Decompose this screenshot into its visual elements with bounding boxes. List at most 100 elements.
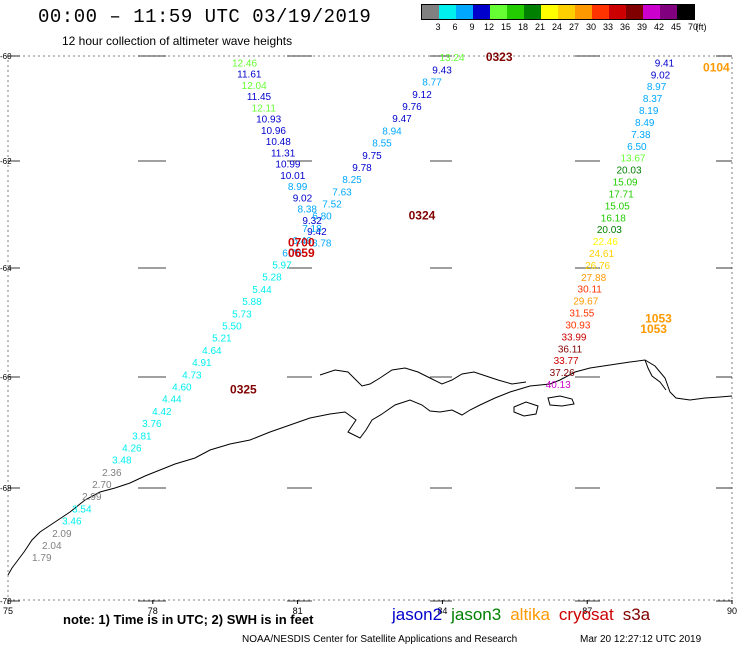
altimeter-observations: 12.4611.6112.0411.4512.1110.9310.9610.48…: [32, 53, 675, 564]
wave-height-value: 22.46: [593, 237, 618, 248]
wave-height-value: 11.45: [247, 92, 272, 103]
wave-height-value: 20.03: [617, 166, 642, 177]
wave-height-value: 4.64: [202, 346, 222, 357]
wave-height-value: 8.37: [643, 94, 663, 105]
wave-height-value: 8.25: [342, 175, 362, 186]
longitude-label: 84: [437, 606, 447, 616]
latitude-label: -62: [0, 157, 12, 166]
satellite-label: s3a: [622, 605, 651, 624]
legend-tick-label: 6: [452, 22, 458, 32]
coastline-island: [513, 401, 539, 417]
pass-time-label: 0659: [288, 246, 315, 260]
legend-tick-label: 30: [585, 22, 597, 32]
page-subtitle: 12 hour collection of altimeter wave hei…: [62, 34, 293, 48]
wave-height-value: 8.38: [298, 205, 318, 216]
legend-color-bar: [421, 4, 695, 20]
wave-height-value: 6.46: [292, 236, 312, 247]
wave-height-value: 12.11: [252, 103, 277, 114]
wave-height-value: 37.26: [550, 368, 575, 379]
wave-height-value: 11.61: [237, 70, 262, 81]
wave-height-value: 9.32: [302, 216, 322, 227]
wave-height-value: 5.50: [222, 322, 242, 333]
footnote: note: 1) Time is in UTC; 2) SWH is in fe…: [63, 612, 314, 627]
legend-swatch: [609, 5, 626, 19]
wave-height-value: 5.21: [212, 334, 232, 345]
wave-height-value: 3.46: [62, 517, 82, 528]
latitude-label: -64: [0, 264, 12, 273]
coastline-inlet: [319, 367, 527, 387]
satellite-label: jason3: [451, 605, 502, 624]
legend-swatch: [660, 5, 677, 19]
wave-height-value: 30.11: [578, 285, 603, 296]
wave-height-value: 11.31: [271, 148, 296, 159]
legend-tick-label: 45: [670, 22, 682, 32]
pass-time-label: 0324: [409, 209, 436, 223]
wave-height-value: 8.97: [647, 82, 667, 93]
wave-height-value: 9.43: [432, 65, 452, 76]
legend-tick-label: 33: [602, 22, 614, 32]
legend-tick-label: 27: [568, 22, 580, 32]
wave-height-value: 5.44: [252, 285, 272, 296]
wave-height-value: 9.75: [362, 151, 382, 162]
pass-time-label: 1053: [645, 311, 672, 325]
wave-height-value: 8.94: [382, 126, 402, 137]
wave-height-value: 26.76: [585, 261, 610, 272]
wave-height-value: 9.78: [352, 163, 372, 174]
wave-height-value: 20.03: [597, 225, 622, 236]
latitude-label: -70: [0, 597, 12, 606]
legend-swatch: [677, 5, 694, 19]
legend-tick-label: 24: [551, 22, 563, 32]
legend-swatch: [507, 5, 524, 19]
wave-height-value: 4.73: [182, 370, 202, 381]
wave-height-value: 9.47: [392, 114, 412, 125]
wave-height-value: 16.18: [601, 213, 626, 224]
longitude-label: 78: [148, 606, 158, 616]
wave-height-value: 8.49: [635, 118, 655, 129]
legend-labels: 3 6 9 12 15 18 21 24 27 30 33 36 39 42 45 70 (ft): [421, 20, 706, 32]
wave-height-value: 10.93: [256, 115, 281, 126]
wave-height-value: 8.99: [288, 182, 308, 193]
wave-height-value: 9.42: [307, 227, 327, 238]
legend-tick-label: 70: [687, 22, 699, 32]
wave-height-value: 6.50: [627, 142, 647, 153]
graticule: 75 78 81 84 87 90 -60 -62 -64 -66 -68 -70: [0, 52, 737, 616]
legend-swatch: [490, 5, 507, 19]
pass-time-label: 0700: [288, 235, 315, 249]
legend-swatch: [643, 5, 660, 19]
wave-height-value: 9.12: [412, 90, 432, 101]
legend-swatch: [456, 5, 473, 19]
wave-height-value: 6.80: [312, 212, 332, 223]
generated-timestamp: Mar 20 12:27:12 UTC 2019: [580, 634, 702, 645]
map-frame: [7, 55, 733, 601]
legend-tick-label: 36: [619, 22, 631, 32]
wave-height-value: 5.73: [232, 309, 252, 320]
wave-height-value: 40.13: [546, 380, 571, 391]
legend-tick-label: 12: [483, 22, 495, 32]
wave-height-value: 10.96: [261, 126, 286, 137]
longitude-label: 90: [727, 606, 737, 616]
wave-height-value: 29.67: [573, 297, 598, 308]
legend-swatch: [541, 5, 558, 19]
wave-height-value: 31.55: [569, 309, 594, 320]
legend-swatch: [626, 5, 643, 19]
wave-height-value: 10.48: [266, 137, 291, 148]
legend-tick-label: 9: [469, 22, 475, 32]
wave-height-value: 2.99: [82, 492, 102, 503]
wave-height-value: 15.05: [605, 201, 630, 212]
legend-swatch: [422, 5, 439, 19]
wave-height-value: 12.04: [242, 81, 267, 92]
legend-tick-label: 21: [534, 22, 546, 32]
wave-height-value: 5.28: [262, 273, 282, 284]
wave-height-value: 6.70: [282, 248, 302, 259]
wave-height-value: 9.02: [293, 193, 313, 204]
satellite-label: cryosat: [558, 605, 614, 624]
wave-height-value: 4.91: [192, 358, 212, 369]
wave-height-value: 5.88: [242, 297, 262, 308]
wave-height-value: 7.38: [631, 130, 651, 141]
satellite-label: altika: [510, 605, 550, 624]
legend-tick-label: 15: [500, 22, 512, 32]
latitude-label: -60: [0, 52, 12, 61]
coastline-shelf: [644, 359, 667, 391]
wave-height-value: 36.11: [558, 344, 583, 355]
